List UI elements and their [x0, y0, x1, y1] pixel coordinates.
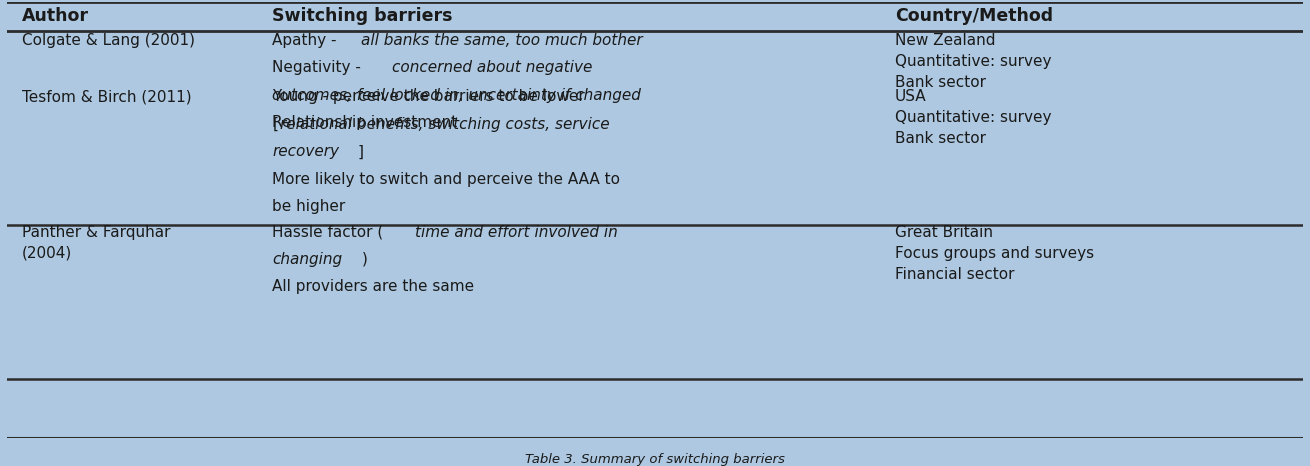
Text: Negativity -: Negativity - — [272, 60, 367, 75]
Text: be higher: be higher — [272, 199, 346, 214]
Text: ]: ] — [358, 144, 364, 159]
Text: Great Britain
Focus groups and surveys
Financial sector: Great Britain Focus groups and surveys F… — [895, 225, 1094, 281]
Text: Hassle factor (: Hassle factor ( — [272, 225, 384, 240]
Text: relational benefits, switching costs, service: relational benefits, switching costs, se… — [280, 117, 609, 132]
Text: Panther & Farquhar
(2004): Panther & Farquhar (2004) — [22, 225, 170, 260]
Text: time and effort involved in: time and effort involved in — [414, 225, 617, 240]
Text: More likely to switch and perceive the AAA to: More likely to switch and perceive the A… — [272, 172, 621, 187]
Text: ): ) — [362, 252, 368, 267]
Text: New Zealand
Quantitative: survey
Bank sector: New Zealand Quantitative: survey Bank se… — [895, 33, 1052, 90]
Text: [: [ — [272, 117, 279, 132]
Text: Author: Author — [22, 7, 89, 26]
Text: outcomes, feel locked in, uncertainty if changed: outcomes, feel locked in, uncertainty if… — [272, 88, 642, 103]
Text: Colgate & Lang (2001): Colgate & Lang (2001) — [22, 33, 195, 48]
Text: Country/Method: Country/Method — [895, 7, 1053, 26]
Text: Tesfom & Birch (2011): Tesfom & Birch (2011) — [22, 89, 191, 104]
Text: changing: changing — [272, 252, 342, 267]
Text: concerned about negative: concerned about negative — [392, 60, 592, 75]
Text: Switching barriers: Switching barriers — [272, 7, 453, 26]
Text: all banks the same, too much bother: all banks the same, too much bother — [362, 33, 643, 48]
Text: Young - perceive the barriers to be lower: Young - perceive the barriers to be lowe… — [272, 89, 586, 104]
Text: Apathy -: Apathy - — [272, 33, 342, 48]
Text: Relationship investment: Relationship investment — [272, 115, 457, 130]
Text: All providers are the same: All providers are the same — [272, 280, 474, 295]
Text: recovery: recovery — [272, 144, 339, 159]
Text: USA
Quantitative: survey
Bank sector: USA Quantitative: survey Bank sector — [895, 89, 1052, 146]
Text: Table 3. Summary of switching barriers: Table 3. Summary of switching barriers — [525, 453, 785, 466]
